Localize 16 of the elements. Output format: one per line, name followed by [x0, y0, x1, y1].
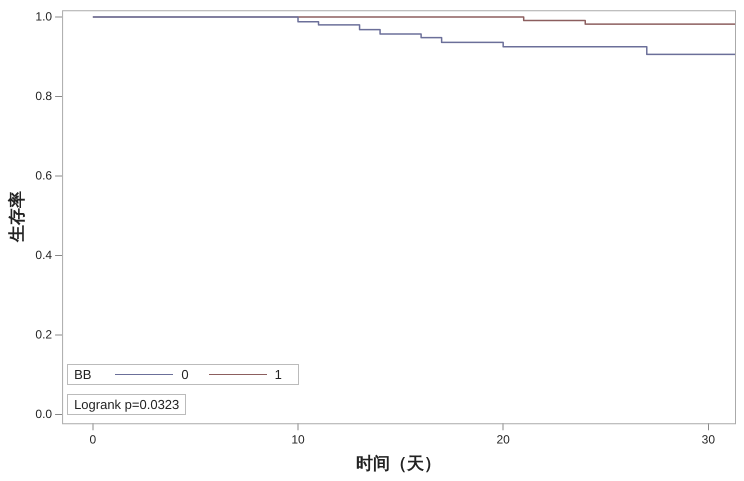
- x-axis-title: 时间（天）: [356, 454, 442, 474]
- y-tick-label: 0.2: [35, 327, 52, 342]
- legend-label: 1: [274, 367, 282, 382]
- y-tick-label: 0.6: [35, 168, 52, 182]
- y-tick-label: 1.0: [35, 9, 52, 24]
- annotation: Logrank p=0.0323: [67, 394, 186, 416]
- y-tick-label: 0.8: [35, 88, 52, 103]
- x-tick-label: 30: [702, 432, 716, 447]
- y-tick-label: 0.0: [35, 406, 52, 421]
- x-tick-label: 0: [90, 432, 97, 447]
- y-axis-title: 生存率: [8, 191, 28, 244]
- x-tick-label: 10: [291, 432, 306, 447]
- legend-label: 0: [181, 367, 189, 382]
- legend-title: BB: [74, 367, 92, 382]
- x-tick-label: 20: [496, 432, 510, 447]
- y-tick-label: 0.4: [35, 248, 52, 262]
